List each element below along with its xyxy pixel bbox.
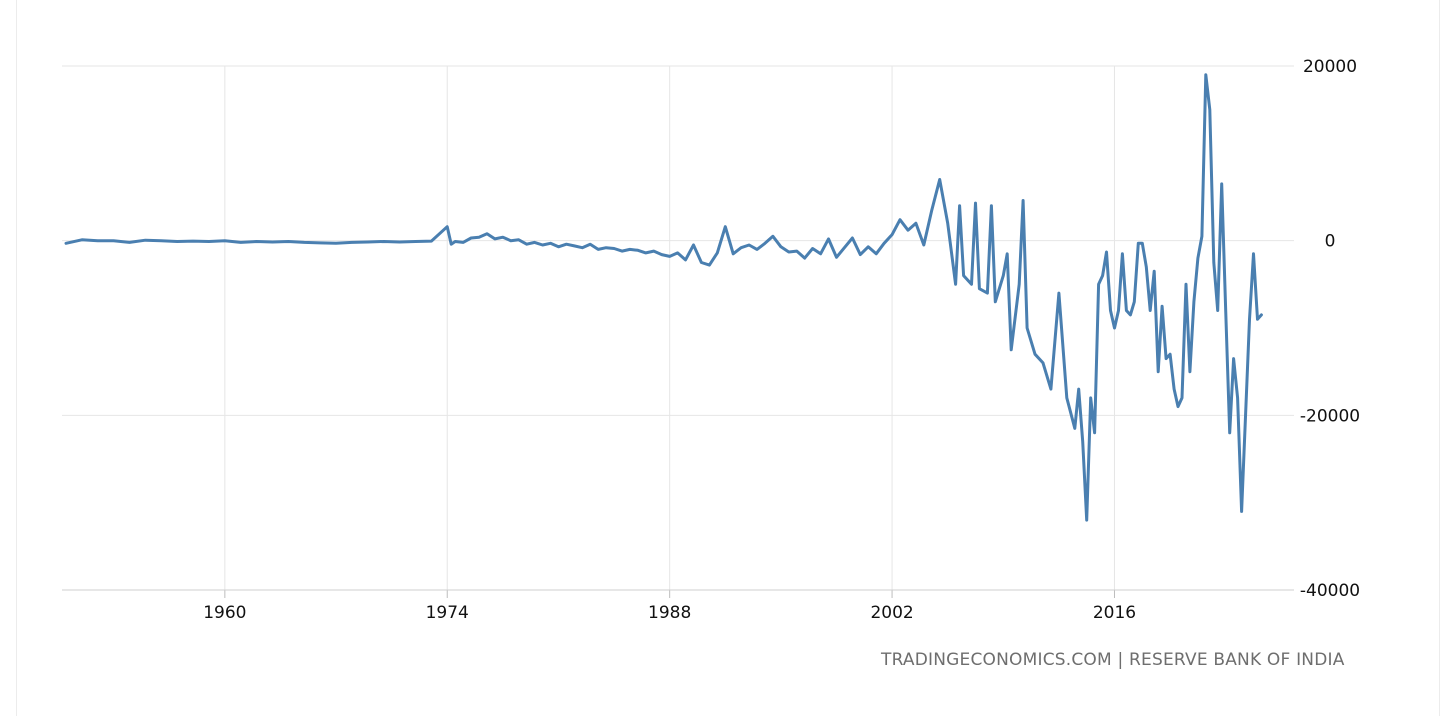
x-tick-label: 1988 [648, 603, 691, 623]
y-tick-label: -40000 [1300, 581, 1360, 601]
x-tick-label: 2002 [870, 603, 913, 623]
series-line [64, 73, 1263, 522]
x-axis: 1960 1974 1988 2002 2016 [62, 589, 1294, 623]
y-axis: 20000 0 -20000 -40000 [1300, 57, 1360, 601]
series-group [64, 73, 1263, 522]
y-tick-label: 20000 [1303, 57, 1357, 77]
gridlines [62, 65, 1294, 591]
y-tick-label: -20000 [1300, 406, 1360, 426]
x-tick-label: 2016 [1093, 603, 1136, 623]
source-credit: TRADINGECONOMICS.COM | RESERVE BANK OF I… [881, 650, 1345, 670]
y-tick-label: 0 [1325, 232, 1336, 252]
x-tick-label: 1974 [426, 603, 469, 623]
chart-frame [16, 0, 1440, 716]
x-tick-label: 1960 [203, 603, 246, 623]
